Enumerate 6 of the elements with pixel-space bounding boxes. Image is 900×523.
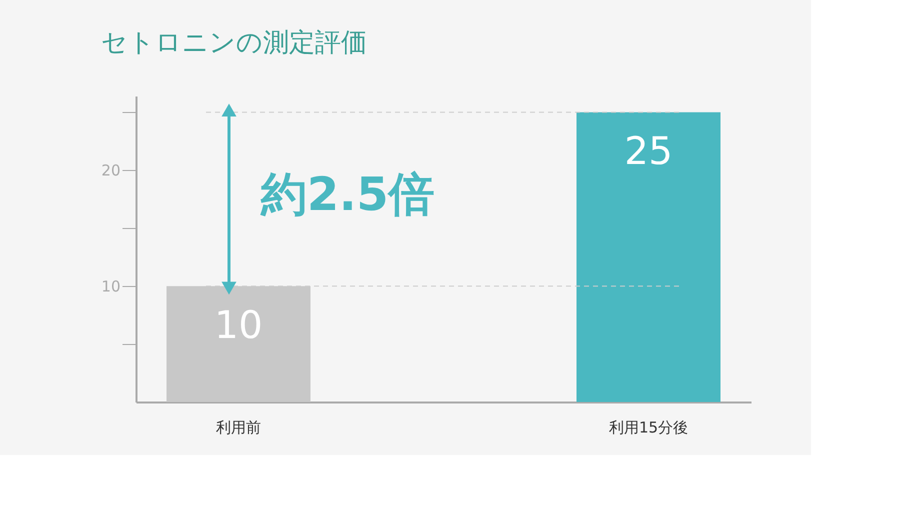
annotation: 約2.5倍 <box>260 167 434 221</box>
chart-title: セトロニンの測定評価 <box>100 28 367 58</box>
data-label: 25 <box>624 129 673 174</box>
x-tick-label: 利用15分後 <box>608 418 688 436</box>
y-tick-label: 20 <box>101 162 120 180</box>
x-tick-label: 利用前 <box>216 418 261 436</box>
